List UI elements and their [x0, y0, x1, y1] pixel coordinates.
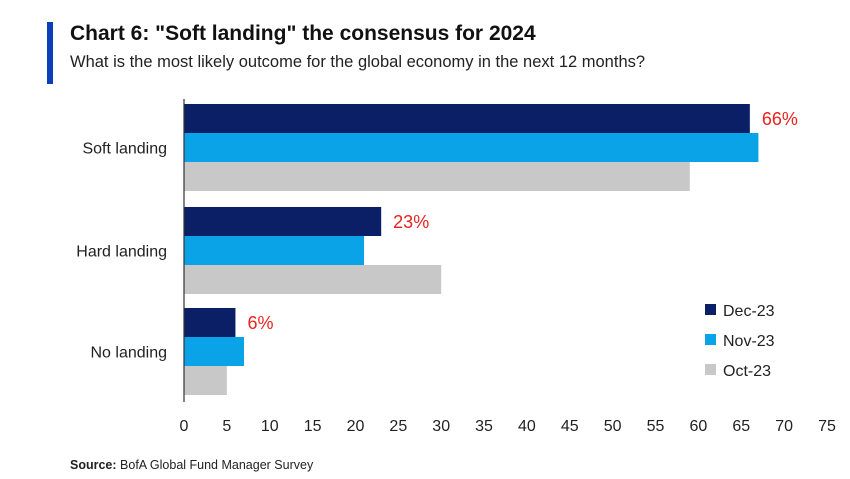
legend-label: Oct-23	[723, 363, 771, 380]
x-tick-label: 15	[304, 418, 322, 435]
bar-soft-landing-dec-23	[184, 104, 750, 133]
bar-no-landing-oct-23	[184, 366, 227, 395]
x-tick-label: 0	[180, 418, 189, 435]
x-tick-label: 10	[261, 418, 279, 435]
bar-hard-landing-oct-23	[184, 265, 442, 294]
data-label: 66%	[762, 109, 798, 129]
legend-swatch	[705, 304, 716, 315]
legend-label: Nov-23	[723, 333, 775, 350]
x-tick-label: 40	[518, 418, 536, 435]
bar-no-landing-dec-23	[184, 308, 236, 337]
category-label: No landing	[91, 345, 168, 362]
data-label: 6%	[247, 313, 273, 333]
bar-no-landing-nov-23	[184, 337, 245, 366]
x-tick-label: 60	[690, 418, 708, 435]
title-accent-bar	[47, 22, 53, 84]
x-tick-label: 30	[432, 418, 450, 435]
bar-soft-landing-oct-23	[184, 162, 690, 191]
x-tick-label: 75	[818, 418, 836, 435]
chart-subtitle: What is the most likely outcome for the …	[70, 53, 646, 71]
source-text: BofA Global Fund Manager Survey	[120, 458, 314, 472]
chart-title: Chart 6: "Soft landing" the consensus fo…	[70, 22, 536, 45]
x-tick-label: 5	[222, 418, 231, 435]
x-tick-label: 25	[389, 418, 407, 435]
x-tick-label: 50	[604, 418, 622, 435]
bar-soft-landing-nov-23	[184, 133, 759, 162]
source-note: Source: BofA Global Fund Manager Survey	[70, 458, 313, 472]
x-tick-label: 65	[732, 418, 750, 435]
x-tick-label: 35	[475, 418, 493, 435]
legend-swatch	[705, 334, 716, 345]
x-tick-label: 20	[347, 418, 365, 435]
bar-hard-landing-nov-23	[184, 236, 365, 265]
legend-label: Dec-23	[723, 303, 775, 320]
data-label: 23%	[393, 212, 429, 232]
bar-hard-landing-dec-23	[184, 207, 382, 236]
x-tick-label: 70	[775, 418, 793, 435]
source-label: Source:	[70, 458, 117, 472]
category-label: Hard landing	[76, 244, 167, 261]
legend-swatch	[705, 364, 716, 375]
x-tick-label: 45	[561, 418, 579, 435]
category-label: Soft landing	[82, 141, 167, 158]
x-tick-label: 55	[647, 418, 665, 435]
